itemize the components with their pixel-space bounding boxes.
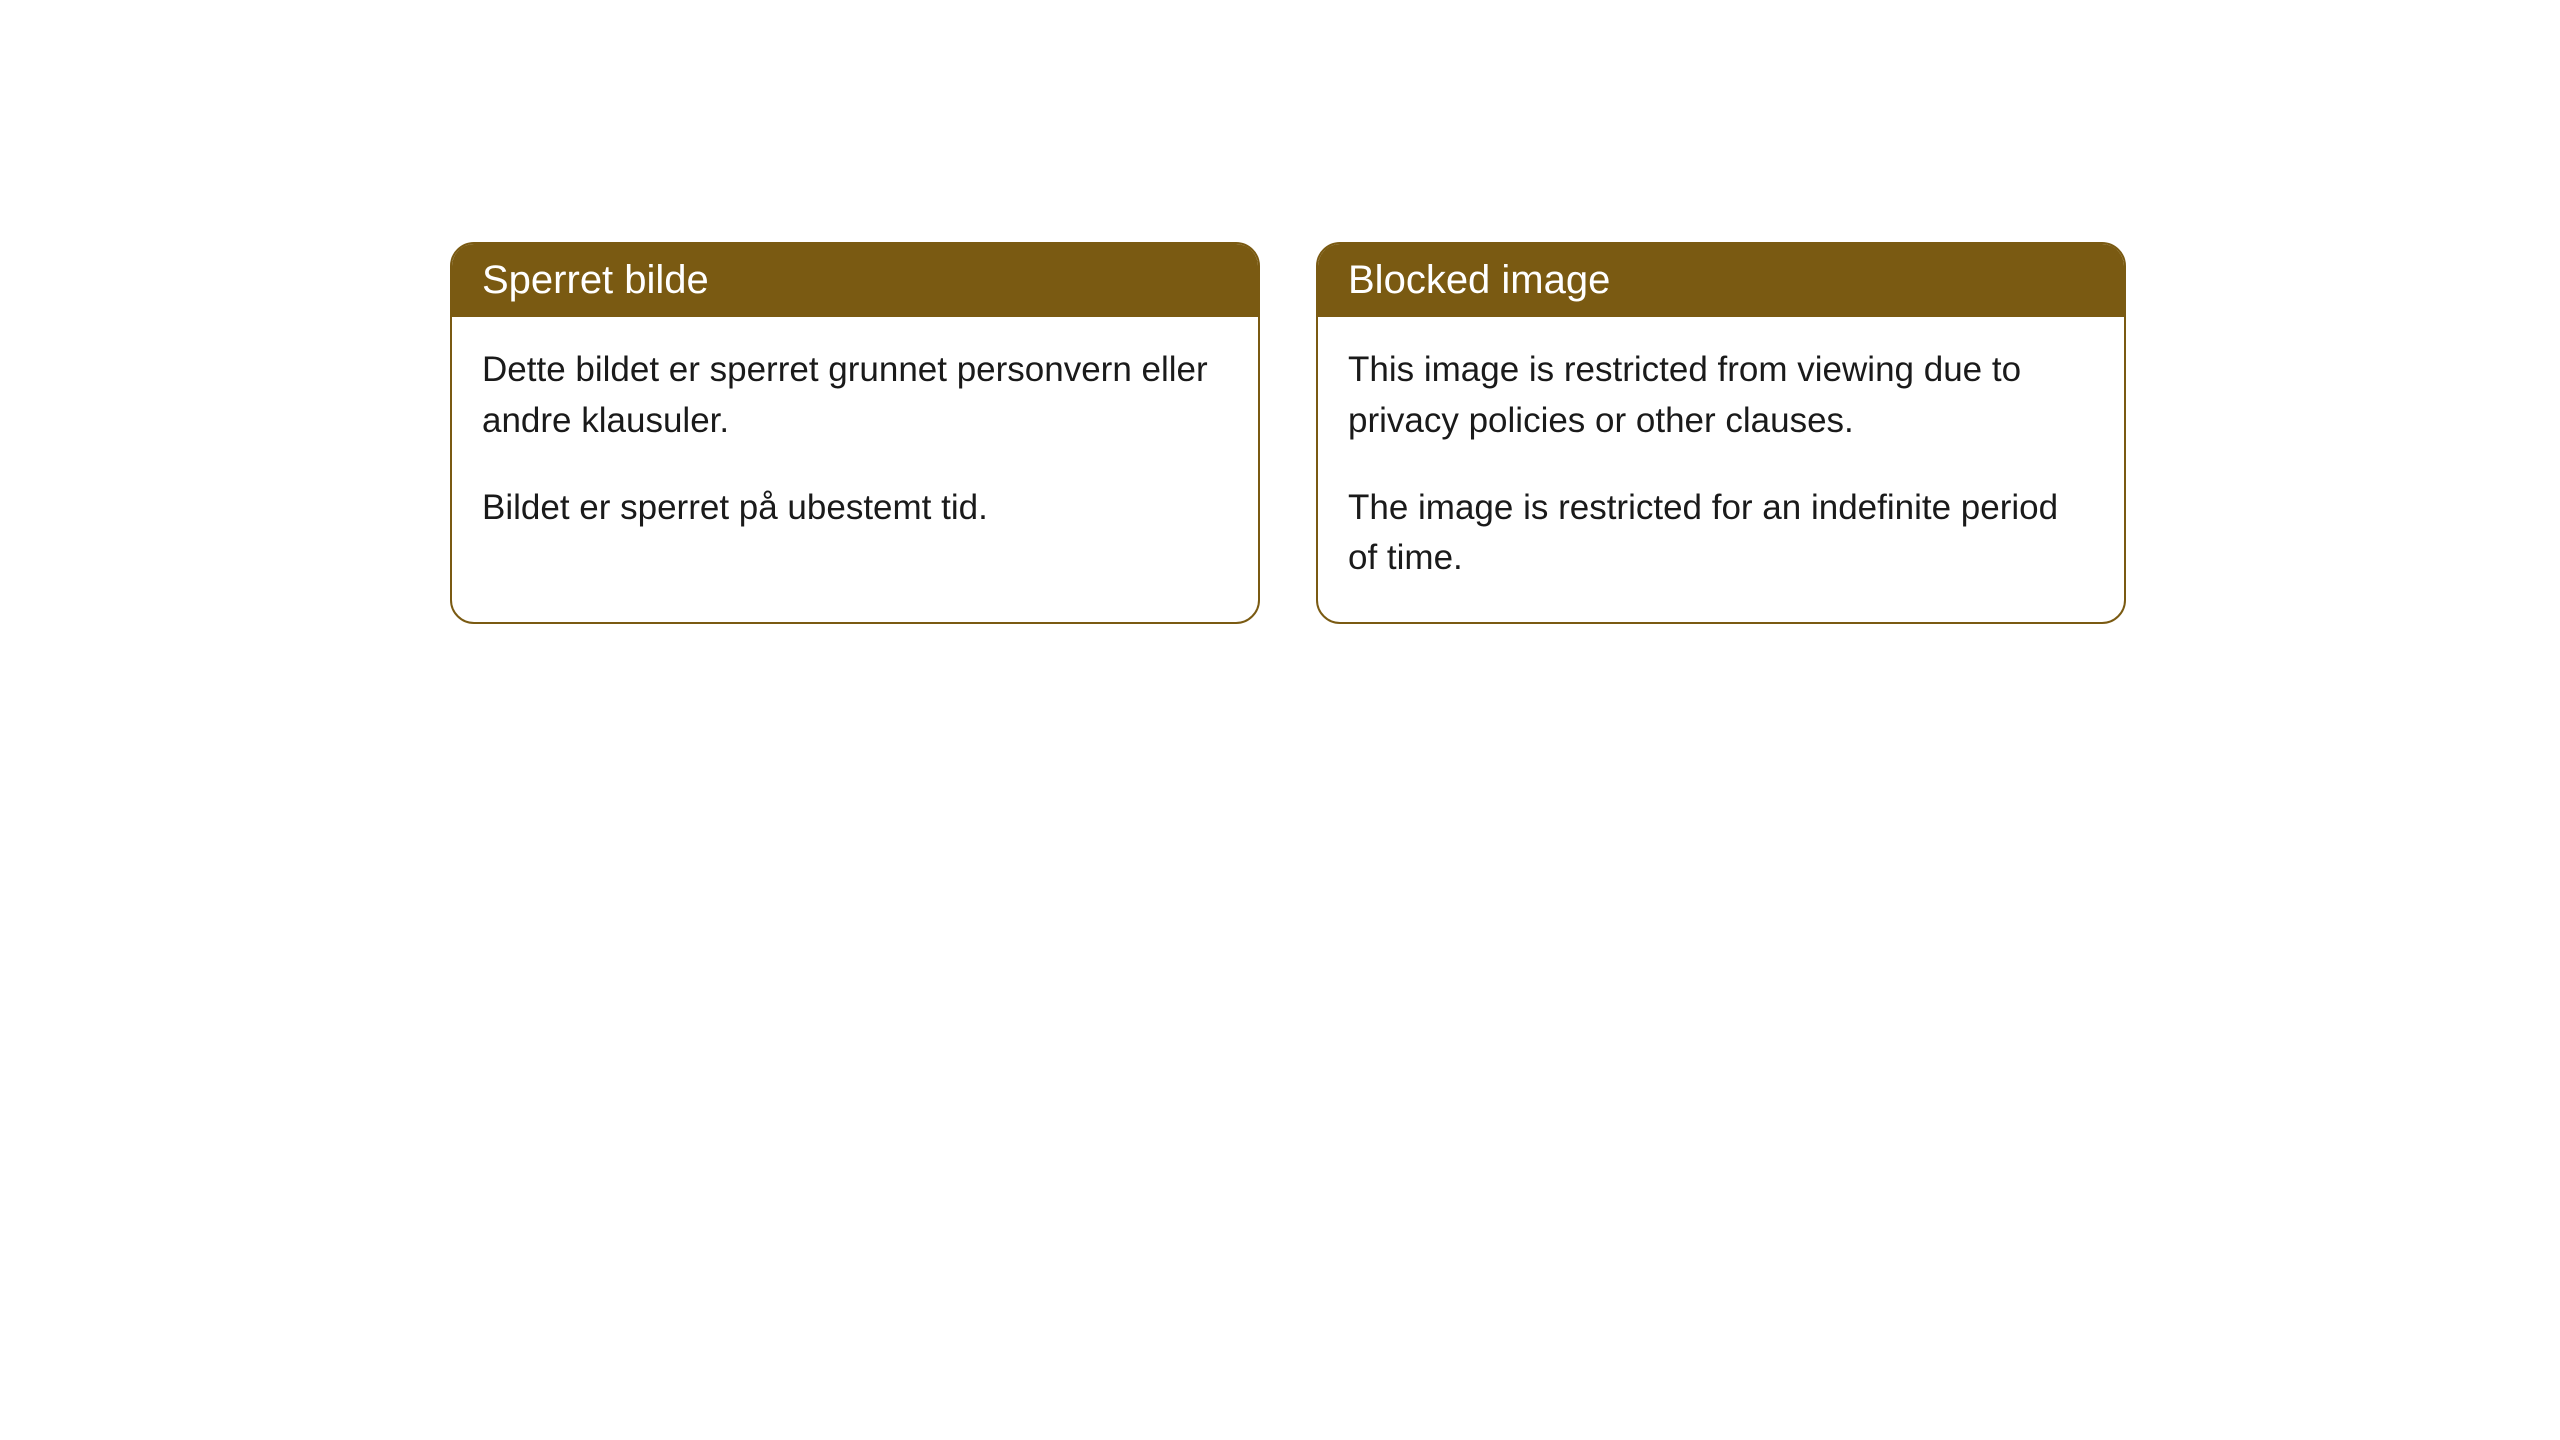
card-header: Sperret bilde: [452, 244, 1258, 317]
card-paragraph: Dette bildet er sperret grunnet personve…: [482, 345, 1228, 447]
card-header: Blocked image: [1318, 244, 2124, 317]
card-paragraph: The image is restricted for an indefinit…: [1348, 483, 2094, 585]
notice-cards-container: Sperret bilde Dette bildet er sperret gr…: [0, 0, 2560, 624]
card-paragraph: Bildet er sperret på ubestemt tid.: [482, 483, 1228, 534]
blocked-image-card-en: Blocked image This image is restricted f…: [1316, 242, 2126, 624]
card-title: Sperret bilde: [482, 258, 709, 302]
card-body: Dette bildet er sperret grunnet personve…: [452, 317, 1258, 571]
blocked-image-card-no: Sperret bilde Dette bildet er sperret gr…: [450, 242, 1260, 624]
card-paragraph: This image is restricted from viewing du…: [1348, 345, 2094, 447]
card-body: This image is restricted from viewing du…: [1318, 317, 2124, 622]
card-title: Blocked image: [1348, 258, 1610, 302]
